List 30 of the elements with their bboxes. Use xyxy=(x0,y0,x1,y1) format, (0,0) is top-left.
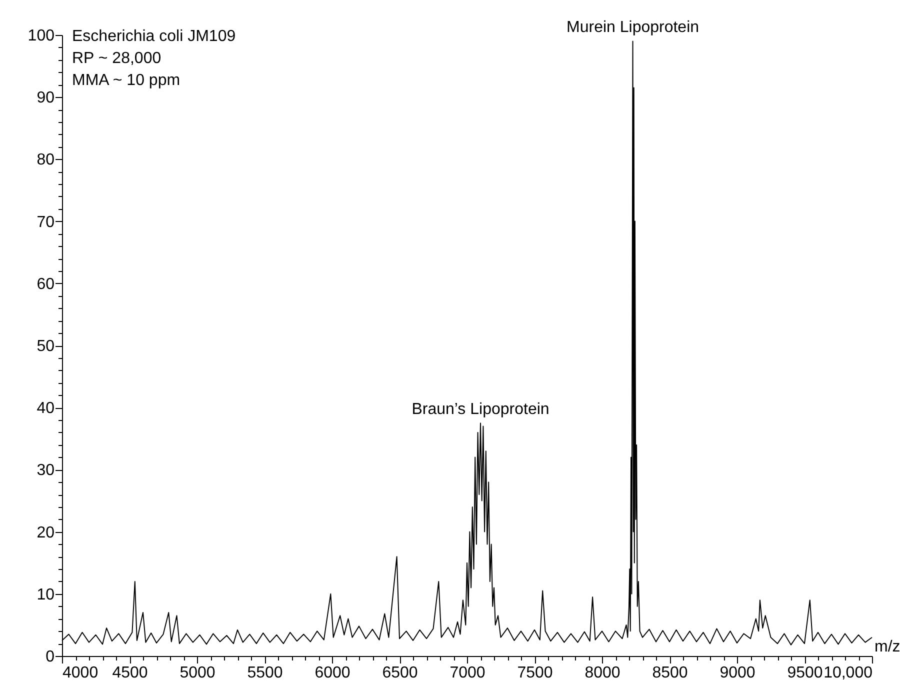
x-axis-title: m/z xyxy=(874,638,900,656)
x-tick-label: 5000 xyxy=(180,664,216,682)
annotation: MMA ~ 10 ppm xyxy=(72,72,180,89)
y-tick-label: 20 xyxy=(36,524,55,542)
y-tick-label: 10 xyxy=(36,586,55,604)
x-tick-label: 9500 xyxy=(787,664,823,682)
annotation: Murein Lipoprotein xyxy=(566,19,700,36)
x-tick-label: 4000 xyxy=(62,664,98,682)
x-tick-label: 4500 xyxy=(112,664,148,682)
x-tick-label: 6500 xyxy=(382,664,418,682)
y-tick-label: 50 xyxy=(36,338,55,355)
x-tick-label: 5500 xyxy=(247,664,283,682)
x-tick-label: 10,000 xyxy=(824,664,873,682)
y-tick-label: 80 xyxy=(36,152,55,169)
annotation: Braun’s Lipoprotein xyxy=(412,401,550,418)
y-tick-label: 90 xyxy=(36,90,55,107)
x-tick-label: 6000 xyxy=(314,664,350,682)
x-tick-label: 9000 xyxy=(720,664,756,682)
x-tick-label: 7000 xyxy=(450,664,486,682)
x-tick-label: 8000 xyxy=(584,664,620,682)
y-tick-label: 40 xyxy=(36,400,55,418)
y-tick-label: 100 xyxy=(28,28,55,44)
y-tick-label: 30 xyxy=(36,462,55,480)
y-tick-label: 70 xyxy=(36,214,55,231)
x-tick-label: 7500 xyxy=(517,664,553,682)
annotation: RP ~ 28,000 xyxy=(72,50,162,67)
x-tick-label: 8500 xyxy=(652,664,688,682)
annotation: Escherichia coli JM109 xyxy=(72,28,236,45)
y-tick-label: 0 xyxy=(46,648,55,666)
y-tick-label: 60 xyxy=(36,276,55,293)
